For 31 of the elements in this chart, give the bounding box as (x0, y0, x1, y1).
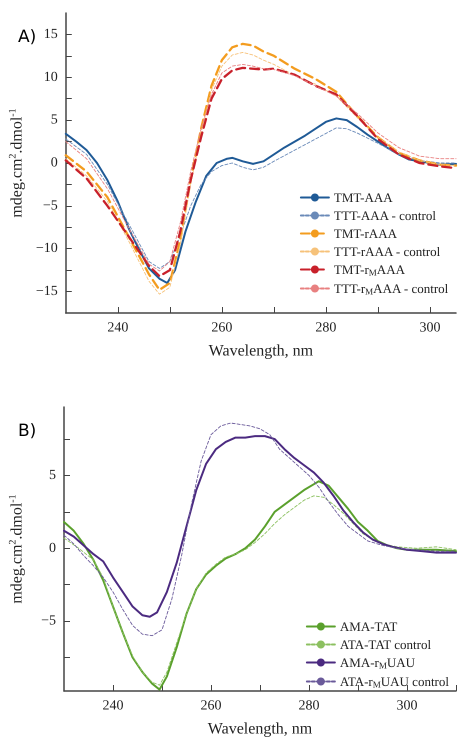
y-tick-label: 0 (50, 156, 58, 170)
y-tick-label: 5 (49, 468, 56, 483)
x-tick-label: 240 (107, 320, 128, 336)
x-tick-label: 260 (200, 698, 222, 714)
x-axis-title: Wavelength, nm (208, 342, 314, 360)
x-tick-label: 260 (211, 320, 232, 336)
y-tick-label: −5 (42, 198, 58, 214)
legend-label: TMT-AAA (334, 190, 394, 205)
y-tick-label: 5 (50, 112, 58, 128)
y-tick-label: −5 (41, 614, 56, 629)
legend-label: TTT-AAA - control (334, 208, 436, 223)
y-tick-label: 10 (44, 70, 58, 85)
x-tick-label: 300 (396, 698, 418, 714)
x-tick-label: 280 (298, 698, 320, 714)
text: A) (18, 27, 36, 47)
legend-label: AMA-TAT (340, 619, 398, 634)
legend-label: ATA-TAT control (340, 637, 432, 652)
line-series (64, 117, 457, 284)
legend-label: TTT-rAAA - control (334, 244, 441, 259)
y-tick-label: 0 (49, 540, 56, 556)
x-tick-label: 300 (419, 320, 440, 336)
y-axis-title: mdeg.cm2.dmol-1 (8, 108, 26, 218)
y-tick-label: 15 (44, 26, 58, 42)
x-axis-title: Wavelength, nm (208, 720, 313, 738)
text: B) (18, 421, 36, 441)
legend-label: TMT-rAAA (334, 226, 398, 241)
y-tick-label: −10 (36, 241, 58, 256)
y-axis-title: mdeg.cm2.dmol-1 (8, 494, 26, 604)
y-tick-label: −15 (36, 284, 58, 300)
x-tick-label: 280 (315, 320, 336, 336)
x-tick-label: 240 (102, 698, 124, 714)
